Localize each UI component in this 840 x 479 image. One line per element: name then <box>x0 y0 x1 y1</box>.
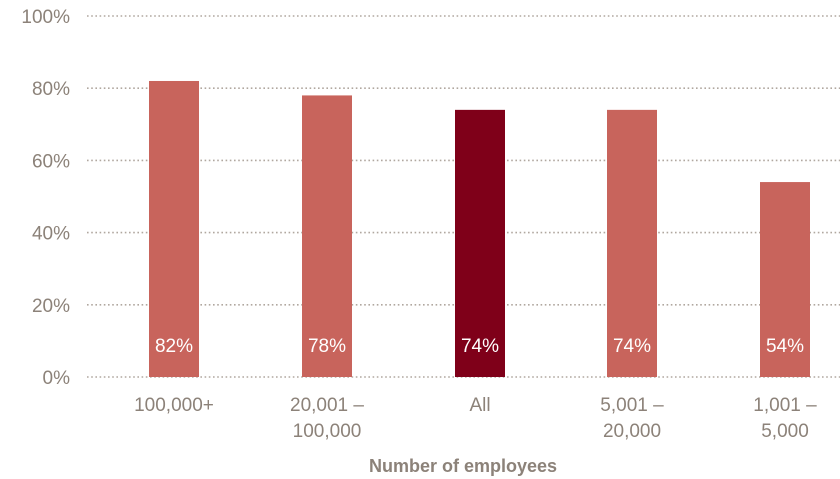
bar-3 <box>607 109 657 378</box>
y-tick-label-40: 40% <box>32 224 70 245</box>
x-category-label-2: All <box>469 395 490 416</box>
x-category-label-3: 5,001 –20,000 <box>600 395 664 442</box>
y-axis-tick-labels: 0% 20% 40% 60% 80% 100% <box>21 7 70 389</box>
y-tick-label-80: 80% <box>32 79 70 100</box>
y-tick-label-100: 100% <box>21 7 70 28</box>
y-tick-label-20: 20% <box>32 296 70 317</box>
x-category-label-0: 100,000+ <box>134 395 214 416</box>
bar-value-label-4: 54% <box>766 336 804 357</box>
y-tick-label-60: 60% <box>32 151 70 172</box>
bar-value-label-0: 82% <box>155 336 193 357</box>
x-axis-title: Number of employees <box>369 456 557 476</box>
bar-value-label-3: 74% <box>613 336 651 357</box>
bar-2 <box>455 109 505 378</box>
bar-value-label-1: 78% <box>308 336 346 357</box>
x-category-label-1: 20,001 –100,000 <box>290 395 364 442</box>
bar-value-label-2: 74% <box>461 336 499 357</box>
x-axis-category-labels: 100,000+ 20,001 –100,000 All 5,001 –20,000 1… <box>134 395 817 442</box>
x-category-label-4: 1,001 –5,000 <box>753 395 817 442</box>
y-tick-label-0: 0% <box>43 368 71 389</box>
bar-0 <box>149 80 199 377</box>
bar-1 <box>302 95 352 378</box>
bars: 82% 78% 74% 74% 54% <box>149 80 810 378</box>
bar-4 <box>760 182 810 377</box>
